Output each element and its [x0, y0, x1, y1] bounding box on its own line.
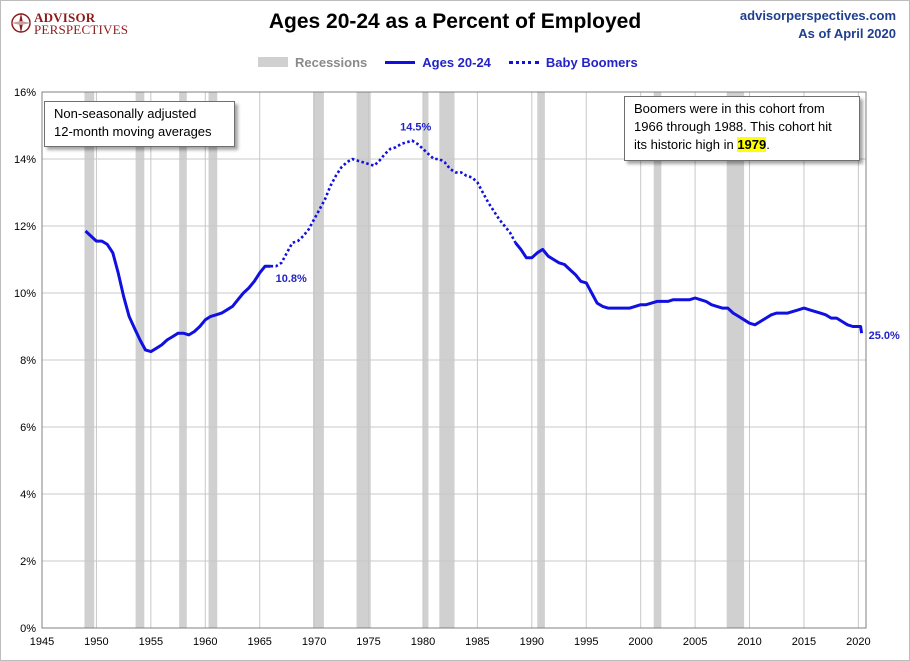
chart-legend: Recessions Ages 20-24 Baby Boomers	[258, 52, 656, 72]
series-line-baby-boomers	[270, 139, 517, 268]
note-right-line-3-pre: its historic high in	[634, 137, 738, 152]
x-tick-label: 1985	[465, 636, 489, 648]
legend-swatch-ages	[385, 60, 416, 64]
x-tick-label: 1950	[84, 636, 108, 648]
note-box-boomers: Boomers were in this cohort from 1966 th…	[624, 96, 860, 161]
source-date: As of April 2020	[798, 26, 896, 41]
x-tick-label: 1955	[139, 636, 163, 648]
x-tick-label: 1990	[520, 636, 544, 648]
y-tick-label: 10%	[14, 288, 36, 300]
data-label: 14.5%	[400, 122, 431, 134]
source-site: advisorperspectives.com	[739, 8, 896, 23]
note-left-line-1: Non-seasonally adjusted	[54, 106, 197, 121]
brand-logo: ADVISOR PERSPECTIVES	[8, 8, 158, 48]
x-tick-label: 1945	[30, 636, 54, 648]
y-tick-label: 4%	[20, 489, 36, 501]
x-tick-label: 2010	[737, 636, 761, 648]
y-tick-label: 2%	[20, 556, 36, 568]
axis-ticks: 1945 1950 1955 1960 1965 1970 1975 1980 1985 1990…	[14, 87, 871, 648]
legend-label-boomers: Baby Boomers	[545, 54, 638, 70]
series-lines	[84, 139, 864, 354]
legend-item-ages: Ages 20-24	[385, 55, 491, 70]
x-tick-label: 1960	[193, 636, 217, 648]
y-tick-label: 6%	[20, 422, 36, 434]
logo-line-1: ADVISOR	[34, 10, 96, 25]
series-line-ages-20-24	[84, 229, 271, 354]
plot-border	[41, 91, 867, 629]
note-left-line-2: 12-month moving averages	[54, 124, 212, 139]
legend-swatch-boomers	[508, 60, 539, 64]
chart-title: Ages 20-24 as a Percent of Employed	[268, 10, 642, 33]
legend-label-recessions: Recessions	[295, 54, 368, 70]
x-tick-label: 2020	[846, 636, 870, 648]
y-tick-label: 8%	[20, 355, 36, 367]
y-tick-label: 0%	[20, 623, 36, 635]
legend-item-recessions: Recessions	[258, 55, 367, 70]
x-tick-label: 1965	[247, 636, 271, 648]
legend-swatch-recessions	[258, 57, 288, 67]
data-label: 25.0%	[869, 330, 900, 342]
y-tick-label: 14%	[14, 154, 36, 166]
x-tick-label: 2005	[683, 636, 707, 648]
source-info: advisorperspectives.com As of April 2020	[740, 7, 896, 43]
x-tick-label: 1995	[574, 636, 598, 648]
note-right-line-2: 1966 through 1988. This cohort hit	[634, 119, 832, 134]
data-labels: 10.8% 14.5% 25.0%	[276, 122, 900, 343]
x-tick-label: 1975	[356, 636, 380, 648]
x-tick-label: 2000	[628, 636, 652, 648]
note-right-highlight-year: 1979	[737, 137, 767, 152]
note-box-adjustment: Non-seasonally adjusted 12-month moving …	[44, 101, 235, 147]
x-tick-label: 1980	[411, 636, 435, 648]
legend-label-ages: Ages 20-24	[422, 54, 491, 70]
note-right-line-3-post: .	[766, 137, 770, 152]
y-tick-label: 16%	[14, 87, 36, 99]
x-tick-label: 2015	[792, 636, 816, 648]
logo-line-2: PERSPECTIVES	[34, 22, 129, 37]
data-label: 10.8%	[276, 273, 307, 285]
series-line-ages-20-24	[514, 241, 864, 334]
note-right-line-3: its historic high in 1979.	[634, 136, 859, 154]
note-right-line-1: Boomers were in this cohort from	[634, 101, 825, 116]
x-tick-label: 1970	[302, 636, 326, 648]
y-tick-label: 12%	[14, 221, 36, 233]
legend-item-boomers: Baby Boomers	[508, 54, 638, 70]
compass-icon	[11, 13, 31, 33]
